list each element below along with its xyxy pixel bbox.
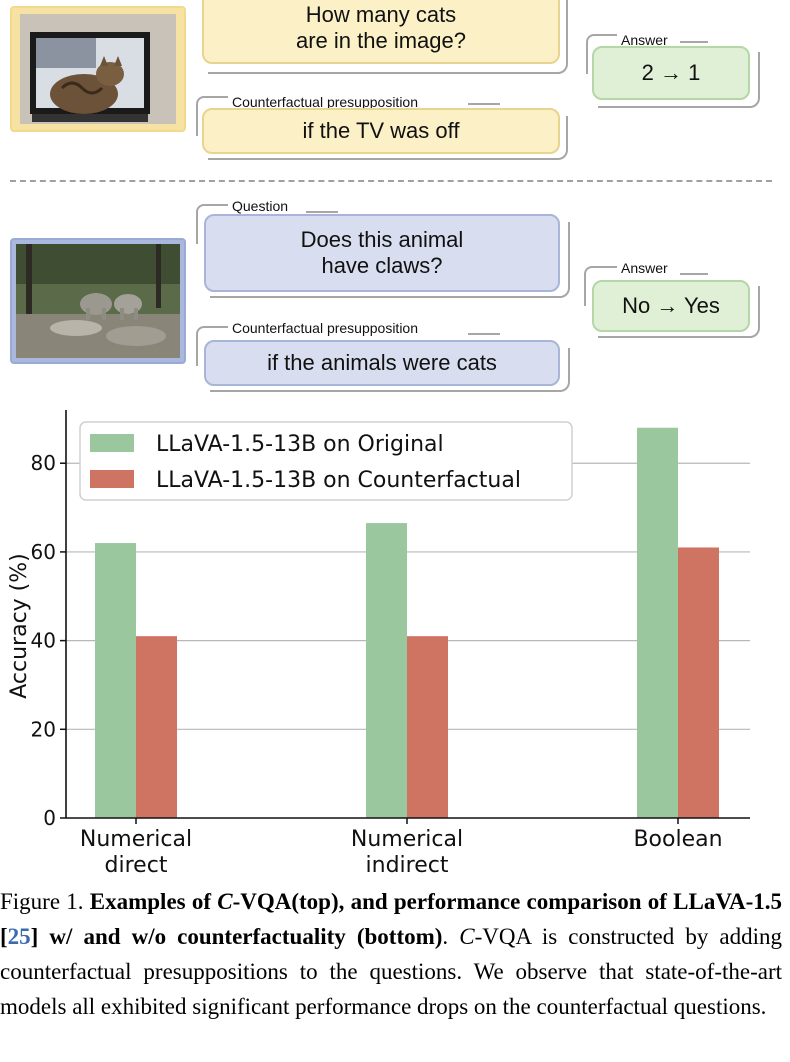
x-tick-label: Numerical direct: [80, 827, 192, 878]
presupposition-text: if the animals were cats: [267, 349, 497, 375]
question-box: How many cats are in the image?: [202, 0, 560, 64]
divider: [10, 180, 772, 182]
question-tag: Question: [228, 198, 293, 214]
y-tick-label: 60: [31, 540, 56, 564]
x-tick-label: Numerical indirect: [351, 827, 463, 878]
question-line-1: How many cats: [305, 1, 457, 27]
presupposition-box: if the animals were cats: [204, 340, 560, 386]
figure-caption: Figure 1. Examples of C-VQA(top), and pe…: [0, 889, 783, 1019]
answer-tag: Answer: [617, 32, 672, 48]
presupposition-box: if the TV was off: [202, 108, 560, 154]
question-box: Does this animal have claws?: [204, 214, 560, 292]
bar-original: [637, 427, 678, 818]
question-line-1: Does this animal: [300, 226, 464, 252]
legend-label-original: LLaVA-1.5-13B on Original: [156, 432, 444, 457]
answer-text: No → Yes: [622, 292, 720, 318]
bar-counterfactual: [136, 636, 177, 818]
answer-tag: Answer: [617, 260, 672, 276]
x-tick-label: Boolean: [633, 827, 722, 852]
legend-label-counterfactual: LLaVA-1.5-13B on Counterfactual: [156, 468, 521, 493]
citation-link[interactable]: 25: [7, 924, 31, 949]
presupposition-text: if the TV was off: [302, 117, 460, 143]
elephants-image: [10, 238, 186, 364]
y-tick-label: 80: [31, 451, 56, 475]
caption-bold-title: Examples of C-VQA(top), and performance …: [0, 889, 783, 949]
y-axis-label: Accuracy (%): [7, 553, 32, 699]
question-line-2: are in the image?: [296, 28, 466, 53]
legend: LLaVA-1.5-13B on Original LLaVA-1.5-13B …: [79, 421, 573, 501]
bar-original: [366, 523, 407, 818]
answer-text: 2 → 1: [641, 59, 701, 85]
legend-swatch-original: [90, 434, 134, 452]
presupposition-tag: Counterfactual presupposition: [228, 320, 423, 336]
legend-swatch-counterfactual: [90, 470, 134, 488]
accuracy-bar-chart: 0 20 40 60 80 Numerical direct Numerical indire…: [7, 410, 750, 878]
answer-box: 2 → 1: [592, 46, 750, 100]
presupposition-tag: Counterfactual presupposition: [228, 94, 423, 110]
caption-body: -VQA is constructed by adding counterfac…: [0, 924, 782, 1019]
y-tick-label: 20: [31, 717, 56, 741]
question-line-2: have claws?: [321, 253, 443, 278]
bar-counterfactual: [407, 636, 448, 818]
answer-box: No → Yes: [592, 280, 750, 332]
y-tick-label: 40: [31, 629, 56, 653]
bar-counterfactual: [678, 547, 719, 818]
cat-tv-image: [10, 6, 186, 132]
y-tick-label: 0: [43, 806, 56, 830]
bar-original: [95, 543, 136, 818]
figure-label: Figure 1.: [0, 889, 84, 914]
